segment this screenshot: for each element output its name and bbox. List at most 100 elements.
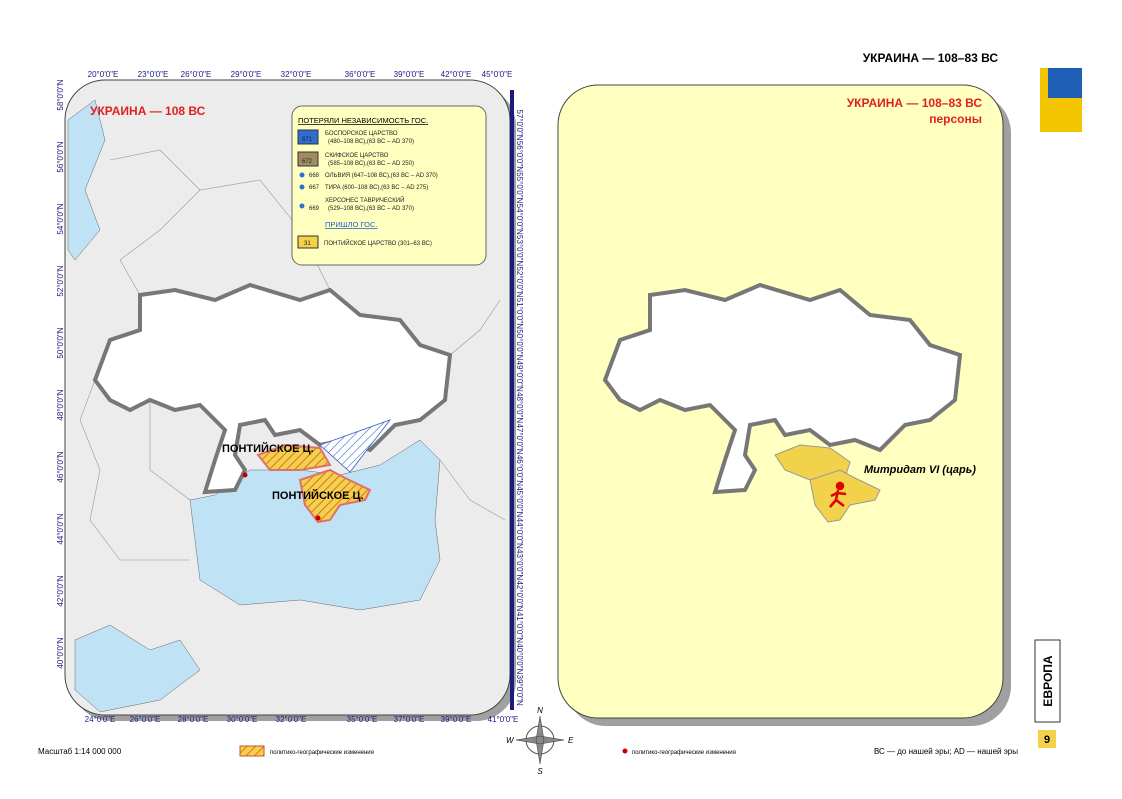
legend-heading: ПРИШЛО ГОС.	[325, 220, 377, 229]
longitude-label: 39°0'0"E	[441, 715, 472, 724]
latitude-label: 46°0'0"N	[515, 455, 524, 486]
longitude-label: 36°0'0"E	[345, 70, 376, 79]
longitude-label: 24°0'0"E	[85, 715, 116, 724]
latitude-label: 50°0'0"N	[515, 329, 524, 360]
legend-text: ХЕРСОНЕС ТАВРИЧЕСКИЙ	[325, 196, 404, 204]
latitude-label: 44°0'0"N	[56, 513, 65, 544]
latitude-label: 54°0'0"N	[515, 204, 524, 235]
page-header: УКРАИНА — 108–83 ВС	[863, 51, 999, 65]
latitude-label: 44°0'0"N	[515, 518, 524, 549]
compass-letter: N	[537, 706, 543, 715]
page-number: 9	[1044, 734, 1050, 746]
legend-code: 669	[309, 206, 320, 212]
longitude-label: 30°0'0"E	[227, 715, 258, 724]
legend-code: 31	[304, 241, 311, 247]
legend-text: (585–108 ВС),(63 ВС – AD 250)	[328, 161, 414, 167]
sea	[67, 99, 106, 261]
latitude-label: 47°0'0"N	[515, 423, 524, 454]
longitude-label: 26°0'0"E	[130, 715, 161, 724]
latitude-label: 57°0'0"N	[515, 109, 524, 140]
legend-dot	[299, 184, 305, 190]
legend-text: (480–108 ВС),(63 ВС – AD 370)	[328, 139, 414, 145]
latitude-label: 55°0'0"N	[515, 172, 524, 203]
latitude-label: 53°0'0"N	[515, 235, 524, 266]
hatch-swatch	[239, 745, 265, 757]
latitude-label: 40°0'0"N	[56, 637, 65, 668]
latitude-label: 40°0'0"N	[515, 643, 524, 674]
scale-note: Масштаб 1:14 000 000	[38, 747, 122, 756]
longitude-label: 39°0'0"E	[394, 70, 425, 79]
latitude-label: 54°0'0"N	[56, 203, 65, 234]
section-box	[1034, 639, 1061, 723]
latitude-label: 56°0'0"N	[515, 141, 524, 172]
latitude-label: 48°0'0"N	[515, 392, 524, 423]
latitude-label: 56°0'0"N	[56, 141, 65, 172]
legend-text: ТИРА (600–108 ВС),(63 ВС – AD 275)	[325, 185, 428, 191]
longitude-label: 28°0'0"E	[178, 715, 209, 724]
longitude-label: 37°0'0"E	[394, 715, 425, 724]
pontic-area	[256, 443, 332, 471]
legend-text: ПОНТИЙСКОЕ ЦАРСТВО (301–63 ВС)	[324, 239, 432, 247]
compass: N E S W	[506, 706, 574, 776]
legend-text: (529–108 ВС),(63 ВС – AD 370)	[328, 206, 414, 212]
left-map-title: УКРАИНА — 108 ВС	[90, 104, 206, 118]
latitude-label: 46°0'0"N	[56, 451, 65, 482]
legend-dot	[299, 203, 305, 209]
region-highlight	[774, 444, 851, 481]
legend-code: 667	[309, 185, 320, 191]
longitude-label: 20°0'0"E	[88, 70, 119, 79]
latitude-label: 48°0'0"N	[56, 389, 65, 420]
right-map-subtitle: персоны	[929, 112, 982, 126]
legend-box	[291, 105, 487, 266]
bosporus-area	[319, 419, 392, 473]
dot-swatch	[622, 748, 628, 754]
compass-letter: E	[568, 736, 574, 745]
longitude-label: 41°0'0"E	[488, 715, 519, 724]
map-label: ПОНТИЙСКОЕ Ц.	[222, 442, 314, 455]
compass-letter: W	[506, 736, 515, 745]
latitude-label: 42°0'0"N	[56, 575, 65, 606]
latitude-label: 49°0'0"N	[515, 361, 524, 392]
longitude-label: 32°0'0"E	[276, 715, 307, 724]
latitude-label: 50°0'0"N	[56, 327, 65, 358]
legend-code: 671	[302, 137, 313, 143]
legend-code: 668	[309, 173, 320, 179]
legend-text: СКИФСКОЕ ЦАРСТВО	[325, 153, 389, 159]
longitude-label: 26°0'0"E	[181, 70, 212, 79]
right-map-title: УКРАИНА — 108–83 ВС	[847, 96, 983, 110]
city-dot	[242, 472, 248, 478]
compass-letter: S	[537, 767, 543, 776]
dot-note: политико-географические изменения	[632, 750, 736, 756]
flag-blue	[1048, 68, 1082, 98]
person-label: Митридат VI (царь)	[864, 464, 976, 476]
legend-text: ОЛЬВИЯ (647–108 ВС),(63 ВС – AD 370)	[325, 173, 438, 179]
longitude-label: 32°0'0"E	[281, 70, 312, 79]
region-highlight	[809, 469, 881, 523]
legend-heading: ПОТЕРЯЛИ НЕЗАВИСИМОСТЬ ГОС.	[298, 116, 428, 125]
longitude-label: 42°0'0"E	[441, 70, 472, 79]
longitude-label: 35°0'0"E	[347, 715, 378, 724]
hatch-note: политико-географические изменения	[270, 750, 374, 756]
latitude-label: 58°0'0"N	[56, 79, 65, 110]
latitude-label: 41°0'0"N	[515, 612, 524, 643]
longitude-label: 29°0'0"E	[231, 70, 262, 79]
legend-code: 672	[302, 159, 313, 165]
latitude-label: 43°0'0"N	[515, 549, 524, 580]
section-label: ЕВРОПА	[1041, 655, 1055, 706]
crimea-area	[298, 468, 372, 524]
longitude-label: 23°0'0"E	[138, 70, 169, 79]
person-icon	[829, 481, 847, 508]
legend-swatch	[297, 151, 319, 167]
latitude-label: 52°0'0"N	[56, 265, 65, 296]
sea	[74, 624, 201, 713]
latitude-label: 45°0'0"N	[515, 486, 524, 517]
city-dot	[315, 515, 321, 521]
map-label: ПОНТИЙСКОЕ Ц.	[272, 489, 364, 502]
latitude-label: 39°0'0"N	[515, 675, 524, 706]
longitude-label: 45°0'0"E	[482, 70, 513, 79]
legend-dot	[299, 172, 305, 178]
latitude-label: 42°0'0"N	[515, 580, 524, 611]
abbrev-note: ВС — до нашей эры; AD — нашей эры	[874, 747, 1018, 756]
